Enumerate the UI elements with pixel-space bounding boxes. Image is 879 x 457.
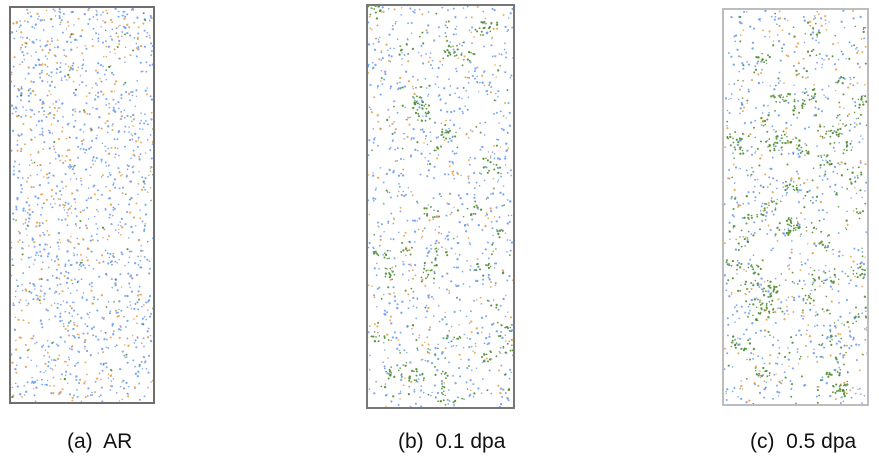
caption-ar: (a) AR xyxy=(67,430,133,453)
atom-map-panel-ar xyxy=(9,6,155,404)
caption-0-5-dpa: (c) 0.5 dpa xyxy=(750,430,857,453)
atom-scatter-0-1-dpa xyxy=(368,6,513,407)
atom-scatter-ar xyxy=(11,8,153,402)
atom-map-panel-0-1-dpa xyxy=(366,4,515,409)
atom-scatter-0-5-dpa xyxy=(724,10,867,404)
caption-0-1-dpa: (b) 0.1 dpa xyxy=(398,430,506,453)
atom-map-panel-0-5-dpa xyxy=(722,8,869,406)
